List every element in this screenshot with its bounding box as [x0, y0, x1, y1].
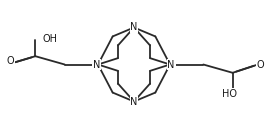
Text: O: O [256, 60, 264, 70]
Text: HO: HO [222, 89, 237, 99]
Text: O: O [6, 56, 14, 66]
Text: OH: OH [42, 34, 57, 44]
Text: N: N [130, 22, 138, 32]
Text: N: N [130, 97, 138, 107]
Text: N: N [93, 59, 100, 70]
Text: N: N [168, 59, 175, 70]
